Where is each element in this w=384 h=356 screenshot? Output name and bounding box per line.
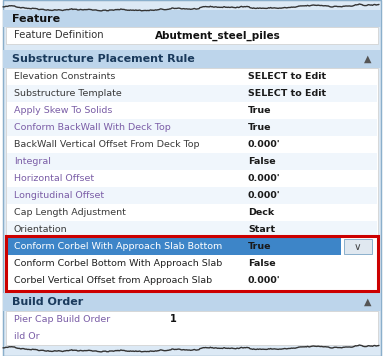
Bar xyxy=(6,68,378,294)
Text: Corbel Vertical Offset from Approach Slab: Corbel Vertical Offset from Approach Sla… xyxy=(14,276,212,285)
Text: True: True xyxy=(248,123,271,132)
Bar xyxy=(7,153,377,170)
Text: Feature Definition: Feature Definition xyxy=(14,31,104,41)
Text: Feature: Feature xyxy=(12,14,60,23)
Text: Substructure Placement Rule: Substructure Placement Rule xyxy=(12,54,195,64)
Text: False: False xyxy=(248,157,276,166)
Text: Horizontal Offset: Horizontal Offset xyxy=(14,174,94,183)
Text: Cap Length Adjustment: Cap Length Adjustment xyxy=(14,208,126,217)
Text: False: False xyxy=(248,259,276,268)
Text: Apply Skew To Solids: Apply Skew To Solids xyxy=(14,106,113,115)
Text: SELECT to Edit: SELECT to Edit xyxy=(248,72,326,81)
Text: Build Order: Build Order xyxy=(12,297,83,307)
Text: Integral: Integral xyxy=(14,157,51,166)
Text: Conform BackWall With Deck Top: Conform BackWall With Deck Top xyxy=(14,123,171,132)
Text: Substructure Template: Substructure Template xyxy=(14,89,122,98)
Bar xyxy=(6,311,378,345)
Text: True: True xyxy=(248,106,271,115)
Bar xyxy=(344,239,372,254)
Text: ▲: ▲ xyxy=(364,54,372,64)
Bar xyxy=(3,10,381,27)
Text: True: True xyxy=(248,242,271,251)
Text: Start: Start xyxy=(248,225,275,234)
Text: ∨: ∨ xyxy=(353,241,361,251)
Text: Elevation Constraints: Elevation Constraints xyxy=(14,72,115,81)
Bar xyxy=(6,27,378,44)
Bar xyxy=(7,119,377,136)
Text: BackWall Vertical Offset From Deck Top: BackWall Vertical Offset From Deck Top xyxy=(14,140,200,149)
Text: 0.000': 0.000' xyxy=(248,276,281,285)
Text: Pier Cap Build Order: Pier Cap Build Order xyxy=(14,315,110,324)
Text: 0.000': 0.000' xyxy=(248,191,281,200)
Bar xyxy=(7,238,341,255)
Bar xyxy=(6,236,378,291)
Text: Conform Corbel Bottom With Approach Slab: Conform Corbel Bottom With Approach Slab xyxy=(14,259,222,268)
Text: Deck: Deck xyxy=(248,208,274,217)
Bar xyxy=(7,85,377,102)
Text: 1: 1 xyxy=(170,314,177,325)
Bar xyxy=(3,50,381,68)
Text: 0.000': 0.000' xyxy=(248,140,281,149)
Text: 0.000': 0.000' xyxy=(248,174,281,183)
Text: Longitudinal Offset: Longitudinal Offset xyxy=(14,191,104,200)
Text: Abutment_steel_piles: Abutment_steel_piles xyxy=(155,30,281,41)
Bar xyxy=(7,221,377,238)
Text: SELECT to Edit: SELECT to Edit xyxy=(248,89,326,98)
Text: ▲: ▲ xyxy=(364,297,372,307)
Text: Orientation: Orientation xyxy=(14,225,68,234)
Bar xyxy=(7,187,377,204)
Text: Conform Corbel With Approach Slab Bottom: Conform Corbel With Approach Slab Bottom xyxy=(14,242,222,251)
Bar xyxy=(3,293,381,311)
Text: ild Or: ild Or xyxy=(14,332,40,341)
